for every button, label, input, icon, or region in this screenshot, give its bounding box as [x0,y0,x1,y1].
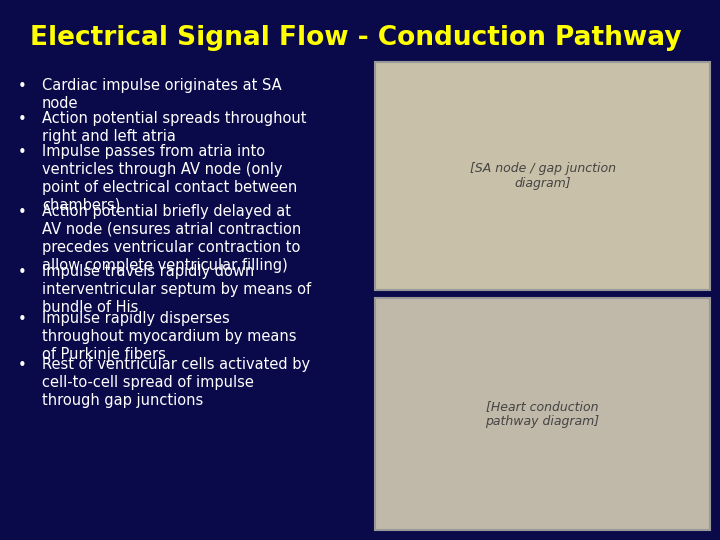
Text: •: • [18,112,27,127]
Text: •: • [18,312,27,327]
Text: Cardiac impulse originates at SA
node: Cardiac impulse originates at SA node [42,78,282,111]
Text: Impulse passes from atria into
ventricles through AV node (only
point of electri: Impulse passes from atria into ventricle… [42,144,297,213]
Text: •: • [18,205,27,220]
Text: •: • [18,79,27,94]
Text: Action potential spreads throughout
right and left atria: Action potential spreads throughout righ… [42,111,307,144]
FancyBboxPatch shape [375,62,710,290]
Text: •: • [18,145,27,160]
Text: Rest of ventricular cells activated by
cell-to-cell spread of impulse
through ga: Rest of ventricular cells activated by c… [42,357,310,408]
Text: Electrical Signal Flow - Conduction Pathway: Electrical Signal Flow - Conduction Path… [30,25,682,51]
Text: •: • [18,358,27,373]
Text: [SA node / gap junction
diagram]: [SA node / gap junction diagram] [469,162,616,190]
Text: Action potential briefly delayed at
AV node (ensures atrial contraction
precedes: Action potential briefly delayed at AV n… [42,204,301,273]
Text: [Heart conduction
pathway diagram]: [Heart conduction pathway diagram] [485,400,600,428]
Text: Impulse rapidly disperses
throughout myocardium by means
of Purkinje fibers: Impulse rapidly disperses throughout myo… [42,310,297,361]
FancyBboxPatch shape [375,298,710,530]
Text: Impulse travels rapidly down
interventricular septum by means of
bundle of His: Impulse travels rapidly down interventri… [42,264,311,315]
Text: •: • [18,265,27,280]
